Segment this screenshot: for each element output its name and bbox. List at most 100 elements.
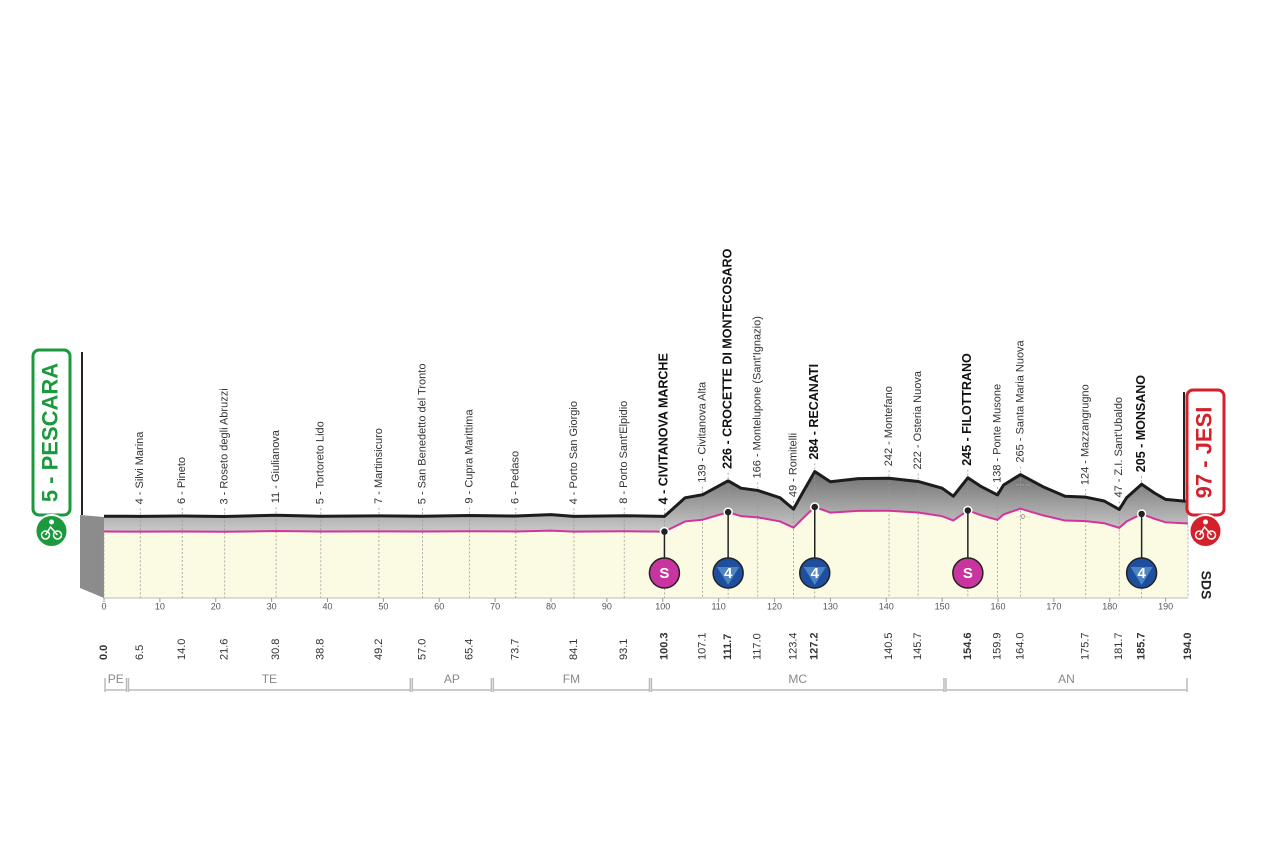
waypoint-label: 284 - RECANATI <box>807 364 821 460</box>
x-tick-label: 180 <box>1102 601 1117 611</box>
y-tick-label: 200 <box>1017 482 1029 489</box>
marker-label: S <box>659 565 669 582</box>
province-label: FM <box>563 672 580 686</box>
x-tick-label: 110 <box>711 601 725 611</box>
province-label: AP <box>444 672 460 686</box>
km-label: 140.5 <box>883 632 895 660</box>
province-label: MC <box>788 672 807 686</box>
waypoint-label: 11 - Giulianova <box>270 429 282 503</box>
km-label: 6.5 <box>134 645 146 660</box>
km-label: 107.1 <box>696 632 708 660</box>
km-label: 84.1 <box>568 639 580 660</box>
km-label: 185.7 <box>1136 632 1148 660</box>
waypoint-label: 6 - Pedaso <box>510 451 522 504</box>
waypoint-label: 242 - Montefano <box>883 386 895 466</box>
waypoint-label: 222 - Osteria Nuova <box>912 370 924 469</box>
x-tick-label: 190 <box>1158 601 1173 611</box>
waypoint-label: 6 - Pineto <box>176 457 188 504</box>
x-tick-label: 130 <box>823 601 838 611</box>
waypoint-label: 138 - Ponte Musone <box>991 384 1003 483</box>
km-label: 123.4 <box>787 632 799 660</box>
km-label: 127.2 <box>809 632 821 660</box>
bike-wheel <box>52 530 63 540</box>
x-tick-label: 30 <box>267 601 277 611</box>
marker-badge <box>952 557 984 589</box>
x-tick-label: 120 <box>767 601 782 611</box>
waypoint-label: 124 - Mazzangrugno <box>1080 384 1092 485</box>
marker-triangle <box>1130 567 1153 585</box>
waypoint-label: 47 - Z.I. Sant'Ubaldo <box>1113 397 1125 498</box>
km-label: 0.0 <box>98 645 110 660</box>
waypoint-label: 245 - FILOTTRANO <box>960 353 974 466</box>
profile-base <box>104 507 1188 598</box>
km-label: 100.3 <box>658 632 670 660</box>
km-label: 38.8 <box>315 639 327 660</box>
bike-frame <box>44 525 59 536</box>
waypoint-label: 3 - Roseto degli Abruzzi <box>219 388 231 504</box>
waypoint-label: 4 - Silvi Marina <box>134 431 146 505</box>
marker-triangle <box>803 567 826 585</box>
x-tick-label: 50 <box>378 601 388 611</box>
marker-label: 4 <box>811 565 820 582</box>
background-layer: 0 10 20 30 40 50 60 70 80 90 100 110 120 130 140 150 160… <box>101 463 1189 611</box>
marker-label: S <box>963 565 973 582</box>
km-label: 164.0 <box>1014 632 1026 660</box>
km-label: 30.8 <box>270 639 282 660</box>
waypoint-label: 166 - Montelupone (Sant'Ignazio) <box>752 316 764 478</box>
waypoint-label: 5 - San Benedetto del Tronto <box>416 364 428 505</box>
x-tick-label: 80 <box>546 601 556 611</box>
km-label: 93.1 <box>618 639 630 660</box>
x-tick-label: 70 <box>490 601 500 611</box>
x-tick-label: 20 <box>211 601 221 611</box>
y-tick-label: 0 <box>1021 514 1025 521</box>
waypoint-label: 7 - Martinsicuro <box>373 428 385 504</box>
km-label: 181.7 <box>1113 632 1125 660</box>
rider-head <box>49 519 54 525</box>
bike-frame <box>1198 525 1213 536</box>
waypoint-label: 49 - Romitelli <box>787 433 799 497</box>
x-tick-label: 170 <box>1046 601 1061 611</box>
sign-label: 97 - JESI <box>1191 407 1216 499</box>
profile-side <box>80 515 104 598</box>
km-label: 65.4 <box>463 639 475 660</box>
x-tick-label: 10 <box>155 601 165 611</box>
km-label: 111.7 <box>722 634 734 660</box>
km-label: 14.0 <box>176 639 188 660</box>
km-label: 175.7 <box>1080 632 1092 660</box>
waypoint-label: 9 - Cupra Marittima <box>463 409 475 504</box>
waypoint-label: 226 - CROCETTE DI MONTECOSARO <box>720 248 734 468</box>
waypoint-label: 205 - MONSANO <box>1134 375 1148 473</box>
waypoint-label: 4 - CIVITANOVA MARCHE <box>657 353 671 504</box>
marker-label: 4 <box>724 565 733 582</box>
bike-wheel <box>1194 530 1205 540</box>
km-label: 57.0 <box>416 639 428 660</box>
province-label: TE <box>262 672 277 686</box>
logo: SDS <box>1198 571 1214 600</box>
x-tick-label: 160 <box>991 601 1006 611</box>
waypoint-label: 4 - Porto San Giorgio <box>568 401 580 504</box>
km-label: 117.0 <box>752 633 764 660</box>
waypoint-label: 8 - Porto Sant'Elpidio <box>618 401 630 504</box>
profile-front-line <box>103 505 1189 533</box>
waypoint-label: 139 - Civitanova Alta <box>696 381 708 483</box>
marker-label: 4 <box>1137 565 1146 582</box>
x-tick-label: 140 <box>879 601 894 611</box>
km-label: 49.2 <box>373 639 385 660</box>
province-label: PE <box>108 672 124 686</box>
km-label: 73.7 <box>510 639 522 660</box>
sign-label: 5 - PESCARA <box>37 363 62 502</box>
waypoint-label: 5 - Tortoreto Lido <box>315 421 327 504</box>
km-label: 154.6 <box>962 632 974 660</box>
km-label: 21.6 <box>219 639 231 660</box>
bike-wheel <box>40 530 51 540</box>
km-label: 145.7 <box>912 632 924 660</box>
waypoint-label: 265 - Santa Maria Nuova <box>1014 339 1026 462</box>
km-label: 159.9 <box>991 632 1003 660</box>
x-tick-label: 90 <box>602 601 612 611</box>
profile-line <box>103 470 1189 519</box>
x-tick-label: 60 <box>434 601 444 611</box>
marker-badge <box>648 557 681 589</box>
x-tick-label: 0 <box>101 601 106 611</box>
bike-wheel <box>1206 530 1217 540</box>
